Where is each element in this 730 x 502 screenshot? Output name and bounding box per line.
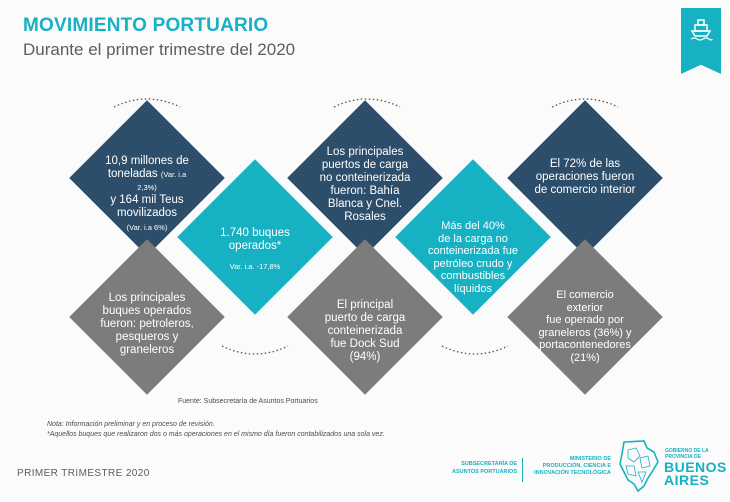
stat-line: Blanca y Cnel.: [327, 198, 403, 210]
stat-line: El comercio: [556, 289, 614, 301]
stat-line: toneladas: [107, 168, 158, 180]
stat-line: fue Dock Sud: [330, 338, 400, 350]
stat-line: movilizados: [116, 207, 178, 219]
org-line: SUBSECRETARÍA DE: [461, 461, 517, 467]
stat-line: operaciones fueron: [535, 171, 635, 183]
wordmark-line: AIRES: [664, 472, 710, 488]
variation-label: (Var. i.a 2,3%): [137, 170, 187, 192]
stat-line: Rosales: [344, 211, 386, 223]
stat-line: Los principales: [326, 146, 404, 158]
stat-line: Más del 40%: [441, 220, 505, 232]
diamond-bulk-ports-text: Los principales puertos de carga no cont…: [307, 146, 423, 224]
stat-line: fueron: petroleros,: [100, 318, 194, 330]
diamond-container-port-text: El principal puerto de carga conteineriz…: [307, 299, 423, 364]
stat-line: petróleo crudo y: [433, 257, 513, 270]
stat-line: pesqueros y: [115, 331, 179, 343]
stat-line: 10,9 millones de: [105, 155, 189, 167]
dotted-arc: [441, 345, 509, 355]
stat-line: combustibles: [440, 270, 506, 282]
stat-line: de la carga no: [438, 232, 508, 245]
org-line: ASUNTOS PORTUARIOS: [452, 469, 517, 475]
stat-line: Los principales: [108, 292, 186, 304]
diamond-domestic-trade-text: El 72% de las operaciones fueron de come…: [527, 158, 643, 197]
stat-line: 1.740 buques: [220, 227, 290, 239]
diamond-ship-types-text: Los principales buques operados fueron: …: [89, 292, 205, 357]
stat-line: buques operados: [102, 305, 192, 317]
footer-divider: [522, 458, 523, 482]
org-line: GOBIERNO DE LA: [665, 448, 709, 454]
page-title: MOVIMIENTO PORTUARIO: [23, 15, 269, 36]
stat-line: líquidos: [454, 282, 492, 295]
gobierno-label: GOBIERNO DE LA PROVINCIA DE: [665, 448, 709, 460]
footnote: *Aquellos buques que realizaron dos o má…: [47, 431, 385, 438]
stat-line: exterior: [566, 301, 604, 314]
stat-line: puertos de carga: [321, 159, 409, 171]
stat-line: El 72% de las: [549, 158, 621, 170]
org-line: PROVINCIA DE: [665, 454, 701, 460]
page-subtitle: Durante el primer trimestre del 2020: [23, 40, 296, 59]
source-note: Fuente: Subsecretaría de Asuntos Portuar…: [178, 398, 318, 405]
variation-label: (Var. i.a 6%): [126, 223, 168, 232]
ship-icon: [690, 19, 713, 41]
subsecretaria-label: SUBSECRETARÍA DE ASUNTOS PORTUARIOS: [435, 460, 517, 476]
org-line: PRODUCCIÓN, CIENCIA E: [542, 463, 611, 469]
stat-line: (94%): [349, 351, 381, 363]
diamond-tonnage-text: 10,9 millones de toneladas (Var. i.a 2,3…: [97, 155, 197, 233]
variation-label: Var. i.a. -17,8%: [229, 262, 281, 271]
stat-line: de comercio interior: [534, 184, 636, 196]
stat-line: operados*: [228, 240, 282, 252]
stat-line: conteinerizada fue: [428, 245, 518, 257]
stat-line: El principal: [336, 299, 394, 311]
dotted-arc: [221, 345, 289, 355]
diamond-ships-text: 1.740 buques operados* Var. i.a. -17,8%: [205, 227, 305, 272]
logo-badge: [681, 8, 721, 74]
ministerio-label: MINISTERIO DE PRODUCCIÓN, CIENCIA E INNO…: [527, 456, 611, 477]
stat-line: y 164 mil Teus: [110, 194, 184, 206]
buenos-aires-wordmark: BUENOS AIRES: [664, 459, 727, 488]
diamond-foreign-trade-text: El comercio exterior fue operado por gra…: [522, 289, 648, 364]
stat-line: portacontenedores: [539, 339, 631, 351]
wordmark-line: BUENOS: [664, 459, 727, 475]
org-line: INNOVACIÓN TECNOLÓGICA: [534, 470, 611, 476]
diamond-bulk-cargo-text: Más del 40% de la carga no conteinerizad…: [413, 220, 533, 295]
stat-line: graneleros (36%) y: [538, 326, 632, 339]
org-line: MINISTERIO DE: [569, 456, 611, 462]
preliminary-note: Nota: Información preliminar y en proces…: [47, 421, 215, 428]
stat-line: graneleros: [119, 344, 175, 356]
stat-line: conteinerizada: [327, 325, 403, 337]
stat-line: (21%): [570, 351, 600, 364]
stat-line: no conteinerizada: [319, 172, 411, 184]
stat-line: fue operado por: [546, 314, 624, 326]
stat-line: fueron: Bahía: [330, 185, 400, 197]
footer-period: PRIMER TRIMESTRE 2020: [17, 468, 150, 479]
stat-line: puerto de carga: [324, 312, 406, 324]
province-map-icon: [619, 440, 659, 493]
